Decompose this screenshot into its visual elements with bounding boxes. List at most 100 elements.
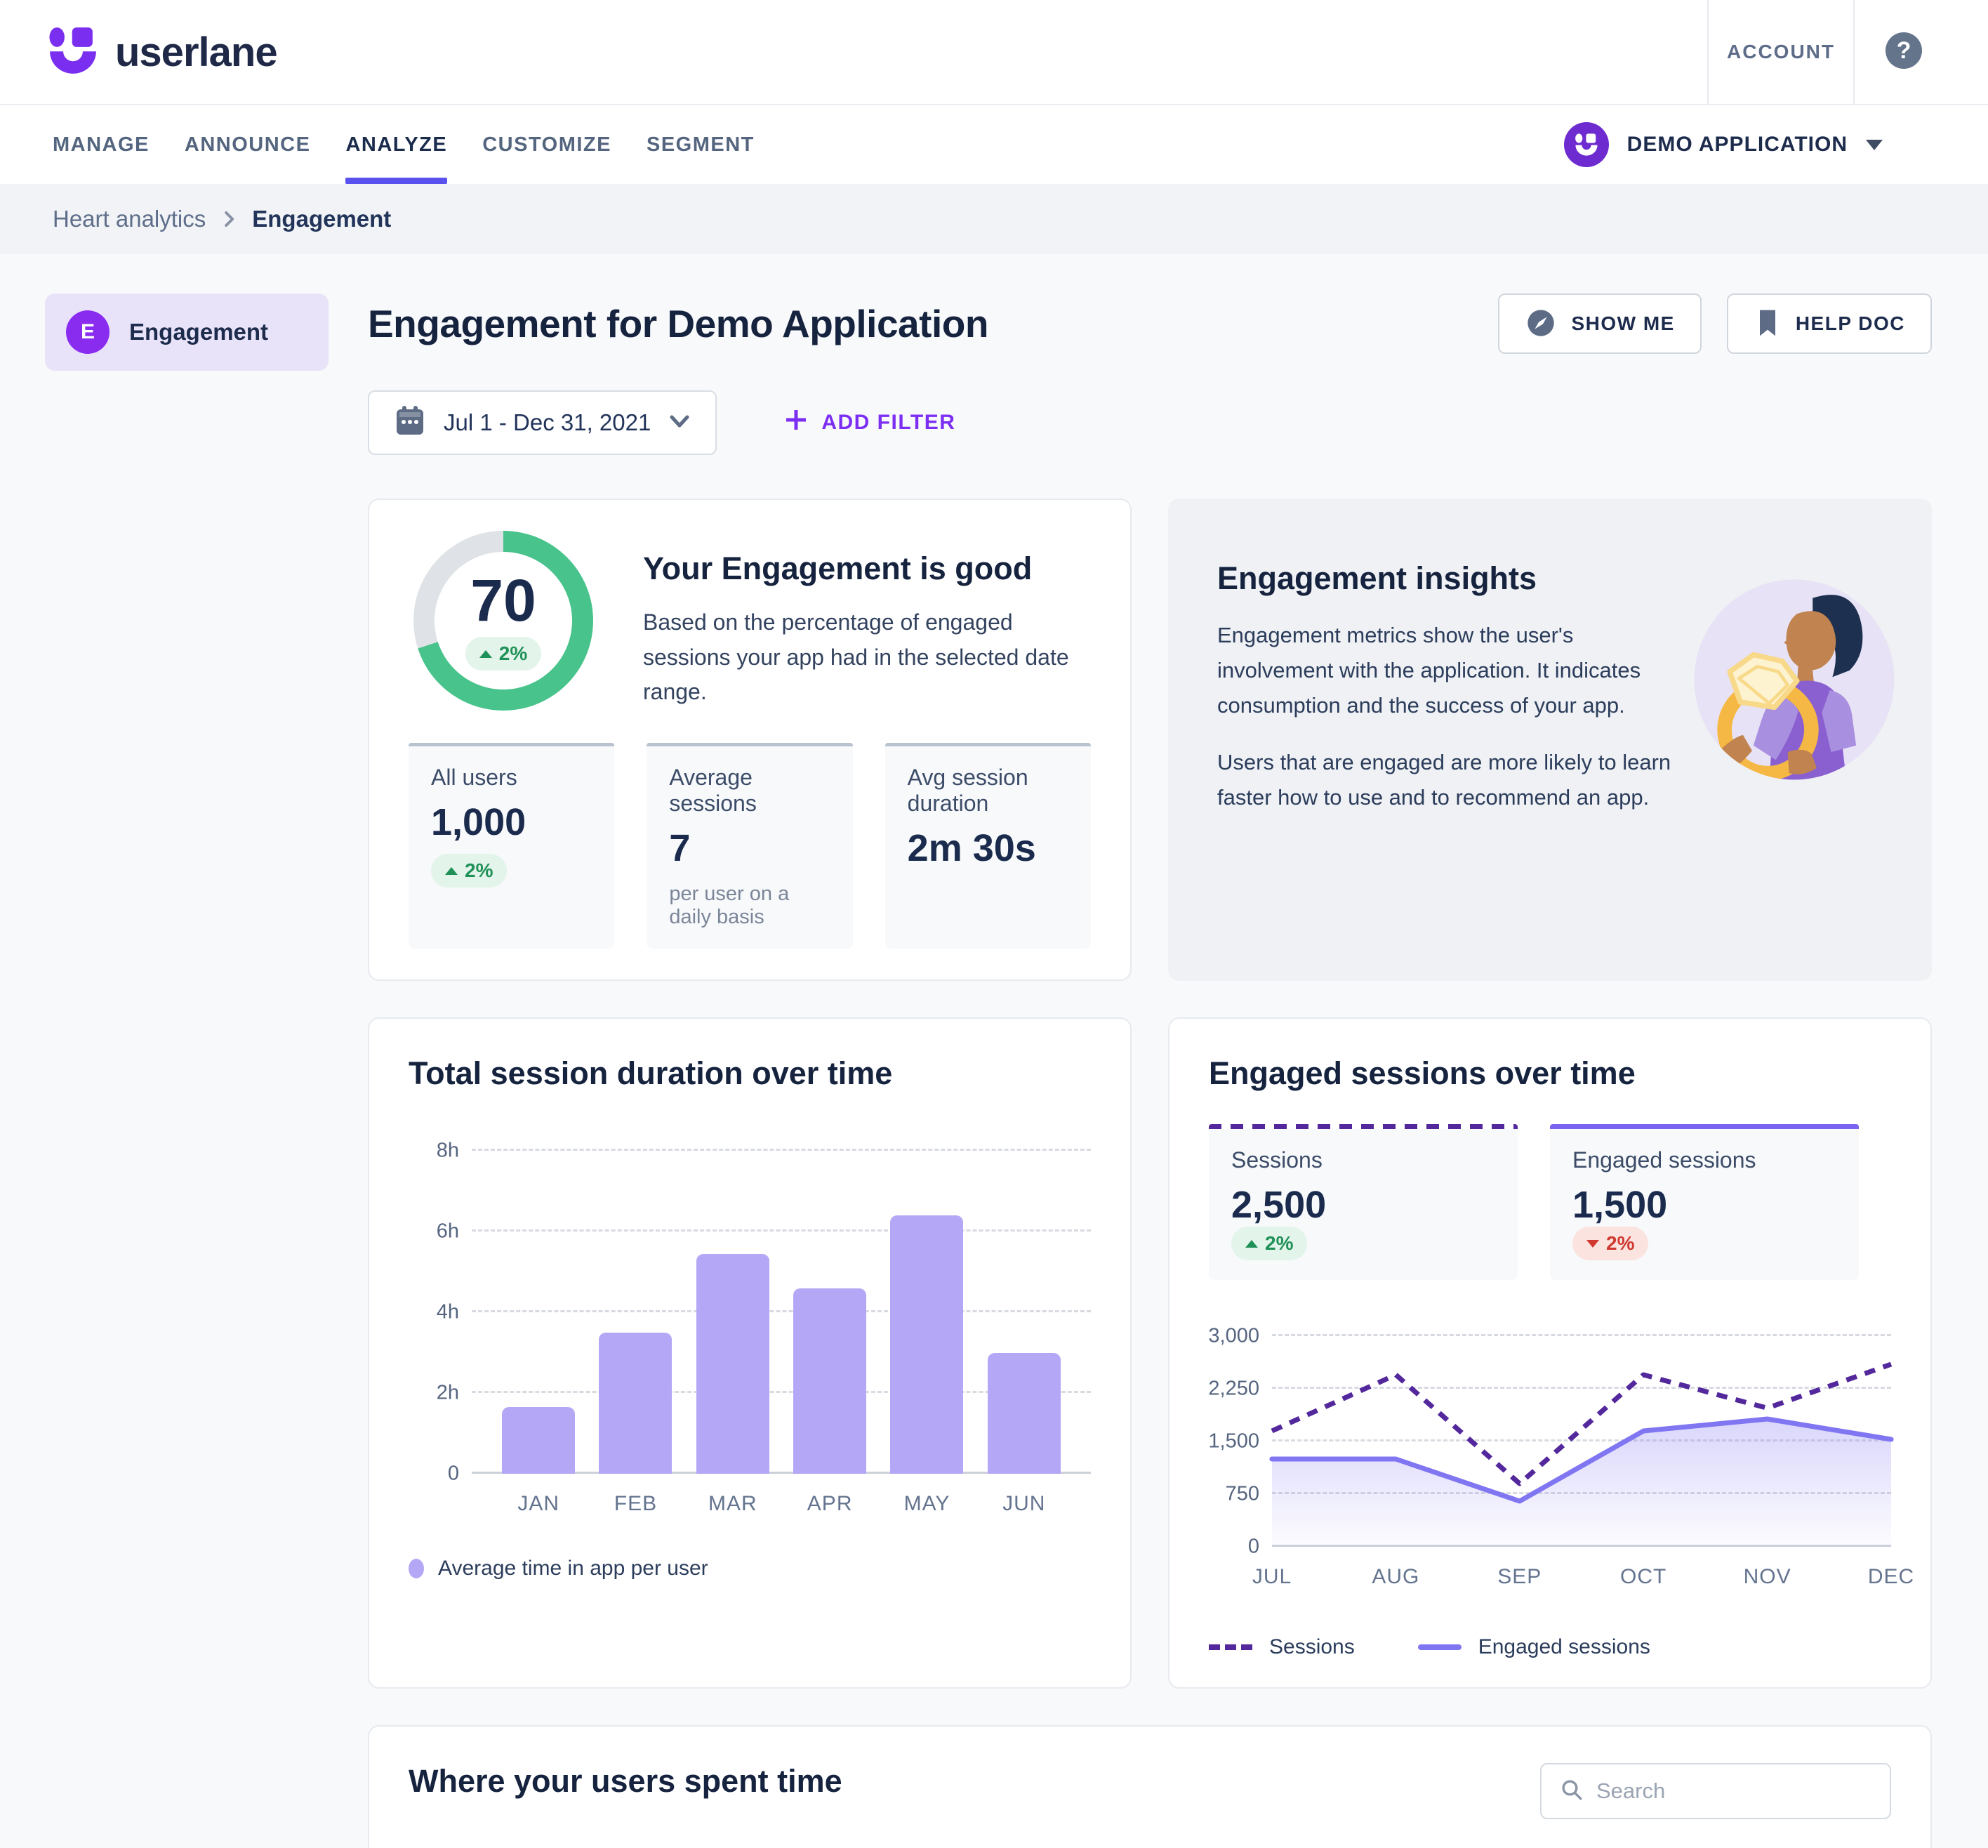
gridline <box>1272 1439 1891 1441</box>
search-input[interactable] <box>1596 1778 1876 1804</box>
x-tick-label: DEC <box>1867 1565 1915 1588</box>
all-users-delta-badge: 2% <box>431 854 508 887</box>
gridline <box>1272 1334 1891 1336</box>
line-chart-legend: Sessions Engaged sessions <box>1209 1635 1891 1659</box>
bar-chart-title: Total session duration over time <box>409 1055 893 1091</box>
account-button[interactable]: ACCOUNT <box>1707 0 1855 104</box>
stat-average-sessions: Average sessions 7 per user on a daily b… <box>647 743 853 949</box>
y-tick-label: 2h <box>436 1381 459 1404</box>
stat-all-users: All users 1,000 2% <box>409 743 615 949</box>
bookmark-icon <box>1754 308 1782 341</box>
help-doc-button[interactable]: HELP DOC <box>1726 293 1932 354</box>
bar-jan <box>502 1407 576 1474</box>
bar-chart-plot <box>472 1149 1091 1474</box>
question-icon: ? <box>1883 30 1924 74</box>
dashed-line-icon <box>1209 1644 1252 1650</box>
gridline <box>472 1472 1091 1474</box>
nav-item-manage[interactable]: MANAGE <box>53 133 150 156</box>
score-card-title: Your Engagement is good <box>643 550 1033 586</box>
engagement-score-value: 70 <box>470 567 536 633</box>
arrow-down-icon <box>1586 1239 1599 1248</box>
engagement-score-donut: 70 2% <box>413 531 593 711</box>
session-duration-chart-card: Total session duration over time 0 2h 4h 6h… <box>368 1017 1132 1689</box>
breadcrumb-current: Engagement <box>252 206 392 232</box>
score-card-description: Based on the percentage of engaged sessi… <box>643 609 1069 705</box>
x-tick-label: JUN <box>1002 1492 1046 1515</box>
x-tick-label: SEP <box>1497 1565 1542 1588</box>
nav-item-analyze[interactable]: ANALYZE <box>345 105 448 184</box>
person-with-ring-illustration <box>1689 574 1900 788</box>
bar-chart-legend: Average time in app per user <box>409 1557 1091 1580</box>
chevron-down-icon <box>1866 139 1883 150</box>
y-tick-label: 6h <box>436 1220 459 1243</box>
solid-line-icon <box>1417 1644 1462 1650</box>
top-bar: userlane ACCOUNT ? <box>0 0 1988 105</box>
breadcrumb: Heart analytics Engagement <box>0 184 1988 254</box>
account-label: ACCOUNT <box>1727 41 1835 62</box>
score-delta-badge: 2% <box>465 637 542 671</box>
nav-item-segment[interactable]: SEGMENT <box>646 133 755 156</box>
x-tick-label: MAR <box>708 1492 757 1515</box>
engaged-sessions-delta-badge: 2% <box>1572 1227 1649 1260</box>
calendar-icon <box>395 405 425 441</box>
y-tick-label: 750 <box>1225 1482 1259 1505</box>
gridline <box>472 1149 1091 1151</box>
gridline <box>472 1229 1091 1232</box>
compass-icon <box>1525 307 1557 341</box>
x-tick-label: OCT <box>1620 1565 1667 1588</box>
y-tick-label: 2,250 <box>1208 1377 1259 1400</box>
bar-jun <box>987 1352 1061 1474</box>
table-search <box>1540 1763 1891 1819</box>
nav-item-customize[interactable]: CUSTOMIZE <box>482 133 611 156</box>
chevron-down-icon <box>669 414 690 433</box>
engaged-sessions-indicator <box>1550 1124 1859 1129</box>
y-tick-label: 8h <box>436 1139 459 1162</box>
gridline <box>1272 1387 1891 1389</box>
add-filter-button[interactable]: ADD FILTER <box>783 407 955 438</box>
x-tick-label: AUG <box>1372 1565 1420 1588</box>
page-title: Engagement for Demo Application <box>368 302 988 345</box>
search-icon <box>1560 1778 1584 1805</box>
sessions-summary: Sessions 2,500 2% <box>1209 1124 1518 1280</box>
x-tick-label: JAN <box>517 1492 559 1515</box>
sidebar-item-label: Engagement <box>129 319 269 345</box>
arrow-up-icon <box>445 866 458 875</box>
insights-paragraph-1: Engagement metrics show the user's invol… <box>1217 623 1641 718</box>
engagement-score-card: 70 2% Your Engagement is good Based on t… <box>368 499 1132 981</box>
insights-title: Engagement insights <box>1217 560 1537 596</box>
engagement-badge: E <box>66 310 110 354</box>
bar-apr <box>793 1288 867 1474</box>
breadcrumb-parent[interactable]: Heart analytics <box>53 206 206 232</box>
bar-mar <box>696 1253 769 1474</box>
sessions-indicator <box>1209 1124 1518 1129</box>
line-chart-plot <box>1269 1334 1894 1547</box>
gridline <box>472 1391 1091 1393</box>
legend-dot-icon <box>409 1559 424 1578</box>
y-tick-label: 0 <box>447 1462 459 1485</box>
sessions-delta-badge: 2% <box>1231 1227 1308 1260</box>
main-nav: MANAGE ANNOUNCE ANALYZE CUSTOMIZE SEGMEN… <box>0 105 1988 184</box>
svg-text:?: ? <box>1897 37 1911 64</box>
bar-may <box>890 1215 964 1474</box>
y-tick-label: 1,500 <box>1208 1430 1259 1453</box>
userlane-logo: userlane <box>46 0 1707 104</box>
x-tick-label: JUL <box>1252 1565 1292 1588</box>
x-tick-label: APR <box>807 1492 853 1515</box>
app-avatar <box>1563 122 1609 167</box>
date-range-picker[interactable]: Jul 1 - Dec 31, 2021 <box>368 390 717 455</box>
sidebar-item-engagement[interactable]: E Engagement <box>45 293 329 371</box>
arrow-up-icon <box>1245 1239 1258 1248</box>
table-title: Where your users spent time <box>409 1763 842 1799</box>
show-me-button[interactable]: SHOW ME <box>1498 293 1702 354</box>
engagement-insights-card: Engagement insights Engagement metrics s… <box>1168 499 1932 981</box>
chevron-right-icon <box>221 210 237 228</box>
x-tick-label: FEB <box>614 1492 658 1515</box>
users-time-table-card: Where your users spent time Page Visits <box>368 1725 1932 1848</box>
app-selector[interactable]: DEMO APPLICATION <box>1563 105 1883 184</box>
stat-avg-session-duration: Avg session duration 2m 30s <box>884 743 1091 949</box>
x-tick-label: MAY <box>903 1492 950 1515</box>
nav-item-announce[interactable]: ANNOUNCE <box>184 133 311 156</box>
help-button[interactable]: ? <box>1855 0 1953 104</box>
line-chart-title: Engaged sessions over time <box>1209 1055 1636 1091</box>
plus-icon <box>783 407 809 438</box>
